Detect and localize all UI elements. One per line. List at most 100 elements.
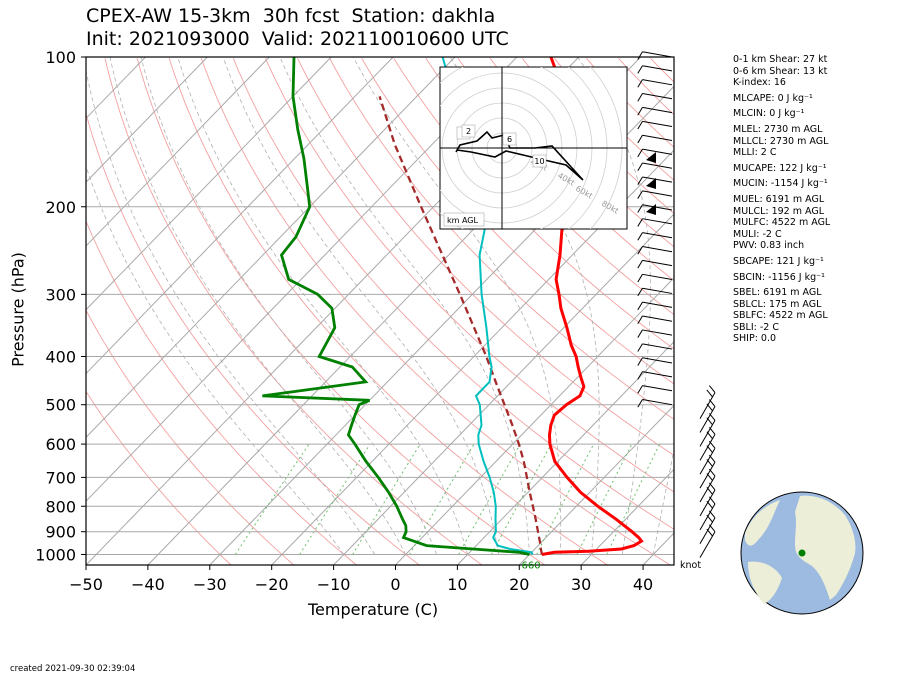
wind-barb (642, 148, 673, 155)
x-tick-label: 20 (509, 575, 529, 594)
stat-line: SBCIN: -1156 J kg⁻¹ (733, 271, 825, 283)
isotherm (86, 57, 456, 439)
moist-adiabat (352, 57, 562, 555)
mixing-ratio-line (409, 443, 475, 555)
wind-barbs (637, 51, 716, 558)
stat-line: SHIP: 0.0 (733, 333, 777, 345)
wind-barb-feather (637, 93, 643, 102)
wind-barb-feather (637, 315, 643, 324)
x-tick-label: −50 (69, 575, 103, 594)
wind-barb (699, 489, 716, 517)
wind-barb-feather (637, 148, 643, 158)
mixing-ratio-line (490, 443, 552, 555)
dry-adiabat (86, 390, 232, 565)
wind-barb (642, 51, 673, 58)
dry-adiabat (136, 58, 546, 565)
hodograph-height-box (532, 154, 547, 168)
globe-land (745, 500, 780, 546)
wind-barb-feather (706, 389, 713, 398)
dry-adiabat (168, 58, 608, 565)
wind-barb (642, 385, 673, 392)
isotherm (86, 57, 394, 375)
x-tick-label: 30 (571, 575, 591, 594)
isotherm (86, 57, 270, 247)
wind-barb-feather (637, 162, 643, 172)
wind-barb (642, 176, 673, 183)
wind-barb-feather (637, 357, 643, 366)
stat-line: SBLI: -2 C (733, 321, 779, 333)
wind-barb-pennant (646, 178, 656, 189)
wind-barb (642, 329, 673, 336)
mixing-ratio-line (536, 443, 595, 555)
stat-line: MULFC: 4522 m AGL (733, 217, 831, 229)
isotherm (86, 57, 332, 311)
chart-title: CPEX-AW 15-3km 30h fcst Station: dakhla (86, 5, 496, 27)
stat-line: MLLCL: 2730 m AGL (733, 135, 829, 147)
stat-line: SBCAPE: 121 J kg⁻¹ (733, 255, 824, 267)
dry-adiabat (232, 58, 674, 530)
y-tick-label: 500 (45, 396, 76, 415)
dry-adiabat (86, 112, 420, 565)
wind-barb-feather (637, 329, 643, 338)
surface-label: 660 (521, 560, 540, 571)
isotherm (580, 468, 674, 565)
x-tick-label: −20 (255, 575, 289, 594)
moist-adiabat (86, 165, 345, 555)
x-tick-label: −10 (317, 575, 351, 594)
wind-barb (642, 273, 673, 281)
wind-barb (642, 134, 673, 141)
plot-frame (85, 56, 675, 566)
wind-barb (642, 218, 673, 225)
wind-barb-feather (637, 343, 643, 352)
stat-line: MLLI: 2 C (733, 147, 777, 159)
dewpoint-profile (262, 57, 530, 556)
globe-land (795, 495, 856, 600)
wind-barb-feather (637, 232, 643, 241)
moist-adiabat (140, 57, 437, 555)
globe-land (748, 561, 782, 604)
y-tick-label: 400 (45, 348, 76, 367)
hodograph-height-label: 6 (507, 135, 512, 144)
moist-adiabat (222, 57, 499, 555)
mixing-ratio-line (606, 443, 661, 555)
created-timestamp: created 2021-09-30 02:39:04 (10, 664, 136, 674)
moist-adiabat (109, 57, 407, 555)
moist-adiabat (652, 448, 674, 555)
isotherm (86, 57, 208, 183)
wind-barb (642, 371, 673, 378)
wind-barb (642, 190, 673, 197)
parcel-profile (378, 96, 544, 555)
wind-barb (642, 232, 673, 239)
wind-barb-feather (637, 218, 643, 227)
wind-barb-feather (637, 51, 643, 60)
stat-line: MUEL: 6191 m AGL (733, 193, 825, 205)
dry-adiabat (86, 219, 357, 565)
x-tick-label: 0 (390, 575, 400, 594)
wind-barb-feather (637, 371, 643, 380)
wind-barb (642, 301, 673, 308)
hodograph-label-box (443, 212, 485, 227)
wind-barb (642, 204, 673, 211)
wind-barb (642, 343, 673, 350)
wind-barb (642, 357, 673, 364)
moist-adiabat (449, 57, 600, 555)
globe-map (740, 491, 864, 615)
wind-barb-feather (637, 204, 643, 213)
isotherm (457, 340, 674, 565)
wind-barb (642, 162, 673, 169)
station-marker (798, 549, 806, 557)
x-tick-label: −40 (131, 575, 165, 594)
wind-barb (642, 79, 673, 86)
y-tick-label: 800 (45, 497, 76, 516)
hodograph-height-box (461, 124, 476, 138)
dry-adiabat (104, 58, 483, 565)
y-axis-label: Pressure (hPa) (8, 252, 28, 367)
moist-adiabat (86, 68, 376, 555)
dry-adiabat (86, 309, 294, 565)
wind-barb-feather (637, 134, 643, 144)
y-tick-label: 900 (45, 523, 76, 542)
mixing-ratio-line (458, 443, 521, 555)
dry-adiabat (553, 58, 674, 181)
wind-barb-feather (637, 287, 643, 297)
